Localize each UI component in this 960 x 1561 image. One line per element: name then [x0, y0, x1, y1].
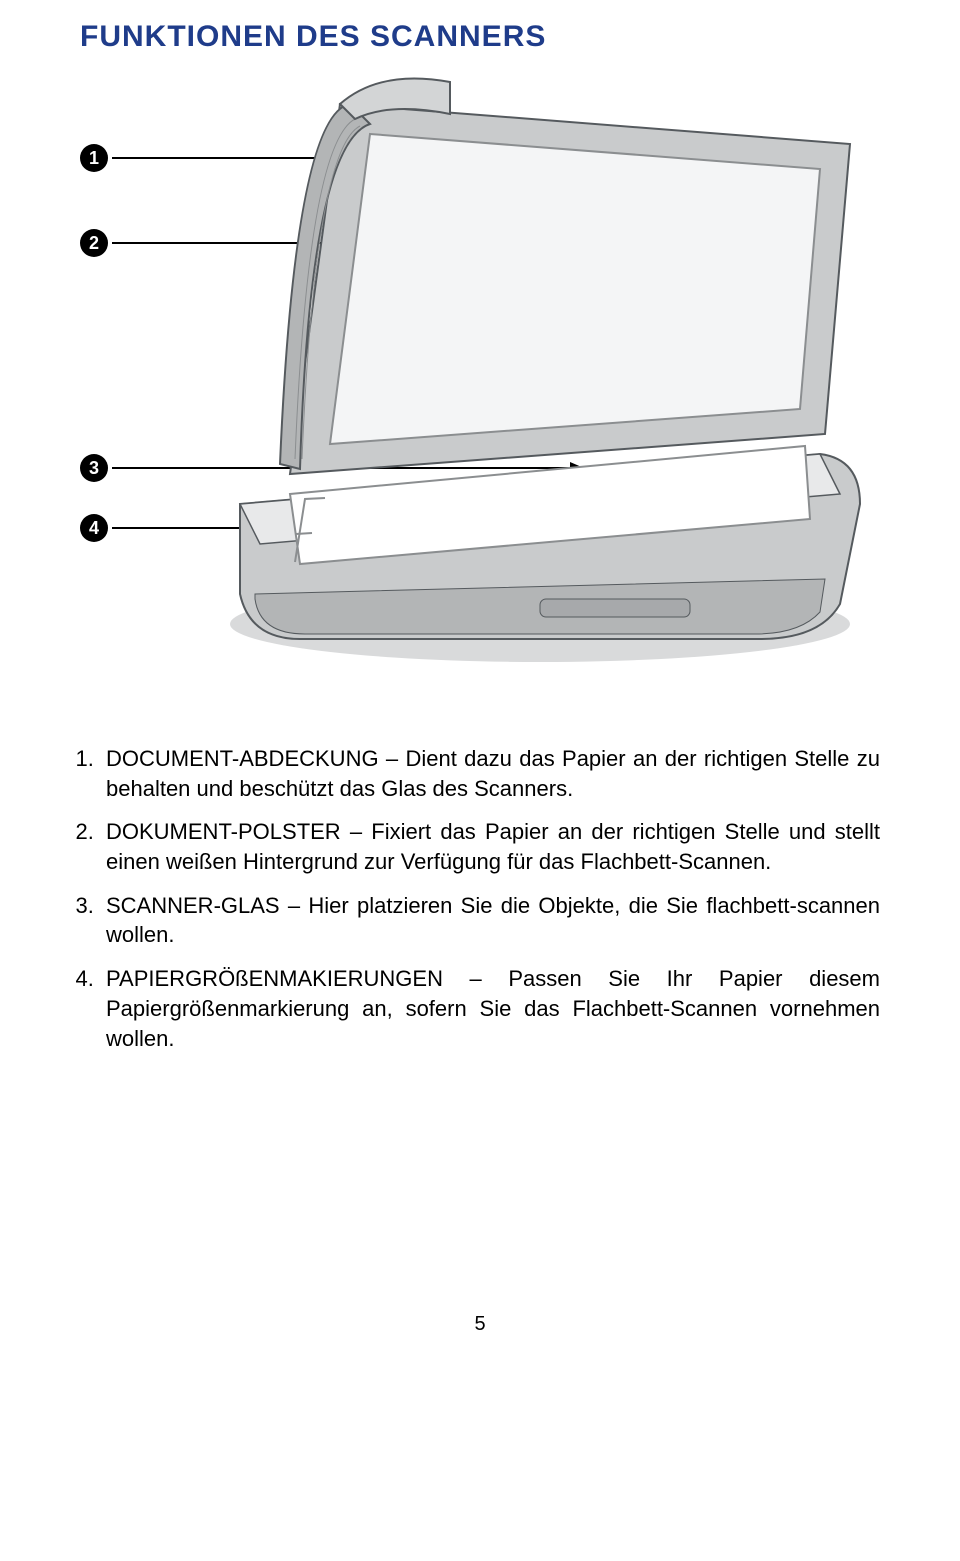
function-item-4: PAPIERGRÖßENMAKIERUNGEN – Passen Sie Ihr…	[100, 964, 880, 1053]
function-term-3: SCANNER-GLAS	[106, 893, 280, 918]
function-term-2: DOKUMENT-POLSTER	[106, 819, 341, 844]
callout-badge-3: 3	[80, 454, 108, 482]
scanner-diagram: 1 2 3 4	[80, 64, 880, 704]
function-term-4: PAPIERGRÖßENMAKIERUNGEN	[106, 966, 443, 991]
function-list: DOCUMENT-ABDECKUNG – Dient dazu das Papi…	[100, 744, 880, 1053]
scanner-illustration	[200, 64, 880, 704]
function-item-2: DOKUMENT-POLSTER – Fixiert das Papier an…	[100, 817, 880, 876]
page-title: FUNKTIONEN DES SCANNERS	[80, 20, 880, 54]
callout-badge-4: 4	[80, 514, 108, 542]
callout-badge-1: 1	[80, 144, 108, 172]
page-number: 5	[80, 1313, 880, 1336]
function-item-3: SCANNER-GLAS – Hier platzieren Sie die O…	[100, 891, 880, 950]
function-item-1: DOCUMENT-ABDECKUNG – Dient dazu das Papi…	[100, 744, 880, 803]
function-term-1: DOCUMENT-ABDECKUNG	[106, 746, 379, 771]
callout-badge-2: 2	[80, 229, 108, 257]
